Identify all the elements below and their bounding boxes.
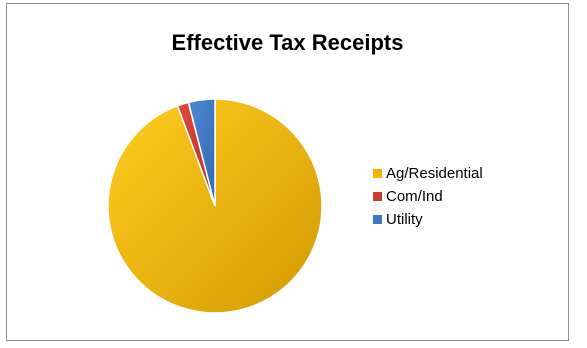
legend-swatch — [373, 215, 382, 224]
legend-label: Utility — [386, 211, 423, 228]
legend-item: Utility — [373, 208, 483, 231]
chart-frame: Effective Tax Receipts Ag/Residential Com… — [6, 3, 569, 341]
legend-swatch — [373, 169, 382, 178]
legend: Ag/Residential Com/Ind Utility — [373, 162, 483, 231]
legend-swatch — [373, 192, 382, 201]
legend-item: Com/Ind — [373, 185, 483, 208]
legend-item: Ag/Residential — [373, 162, 483, 185]
pie-chart — [107, 98, 323, 314]
legend-label: Com/Ind — [386, 188, 443, 205]
pie-slice-utility — [187, 98, 216, 207]
legend-label: Ag/Residential — [386, 165, 483, 182]
chart-title: Effective Tax Receipts — [171, 30, 404, 55]
